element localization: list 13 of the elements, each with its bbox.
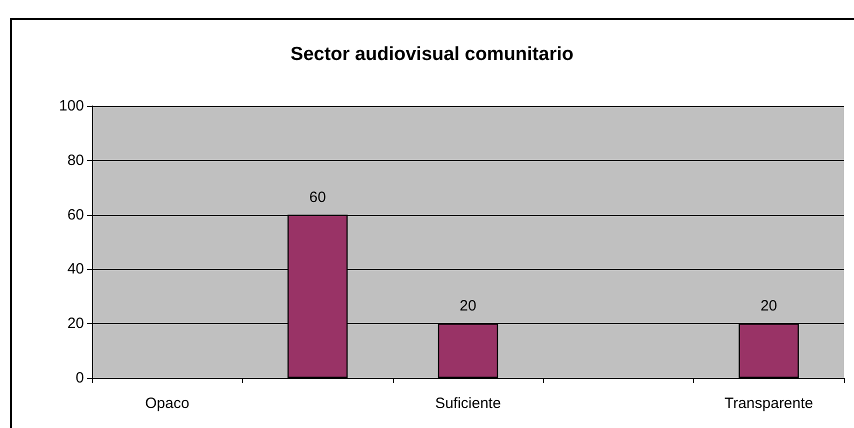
x-tick-label: Suficiente — [435, 395, 501, 412]
x-tick-label: Opaco — [145, 395, 190, 412]
data-label: 20 — [460, 298, 476, 315]
y-tick-label: 40 — [67, 260, 84, 278]
y-tick-label: 60 — [67, 206, 84, 224]
y-tick-label: 0 — [76, 370, 84, 386]
data-label: 60 — [309, 188, 326, 206]
y-tick-label: 80 — [67, 152, 84, 169]
y-tick-label: 100 — [58, 98, 84, 114]
x-tick-label: Transparente — [724, 395, 814, 412]
chart-title: Sector audiovisual comunitario — [290, 44, 574, 65]
y-tick-label: 20 — [67, 315, 84, 332]
data-label: 20 — [760, 298, 778, 315]
